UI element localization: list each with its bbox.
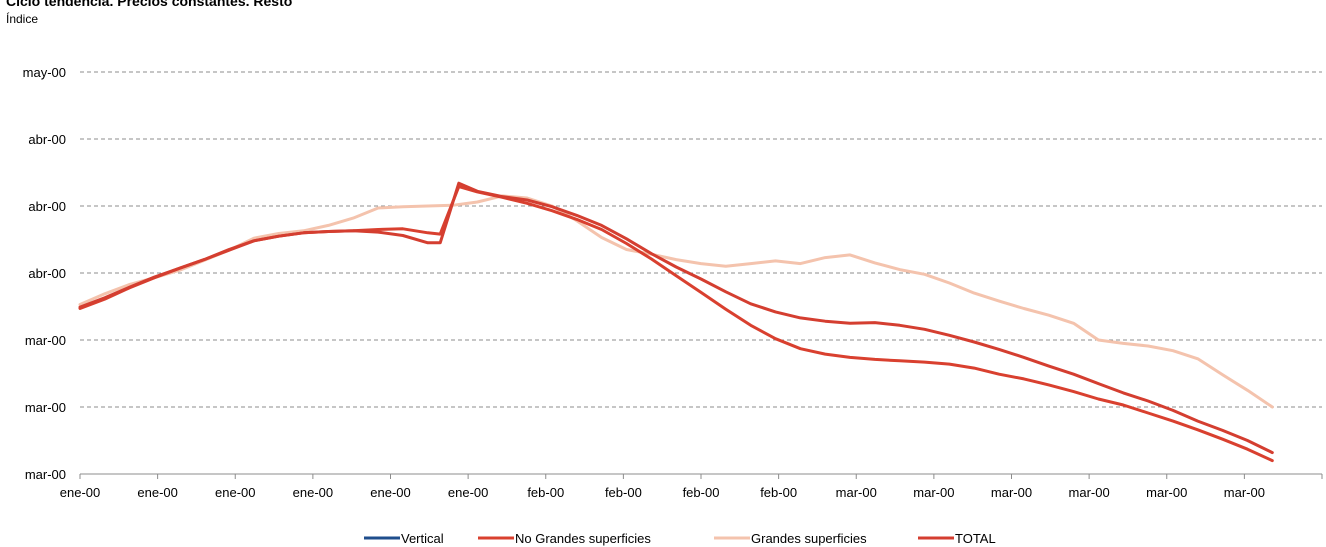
x-tick-label: ene-00	[448, 485, 488, 500]
y-tick-label: mar-00	[25, 400, 66, 415]
legend-label-no-grandes-superficies: No Grandes superficies	[515, 531, 651, 546]
x-tick-label: ene-00	[293, 485, 333, 500]
x-axis-ticks: ene-00 ene-00 ene-00 ene-00 ene-00 ene-00 feb-…	[60, 485, 1265, 500]
chart-title: Ciclo tendencia. Precios constantes. Res…	[6, 0, 293, 9]
x-tick-label: mar-00	[1146, 485, 1187, 500]
legend-label-grandes-superficies: Grandes superficies	[751, 531, 867, 546]
y-tick-label: abr-00	[28, 199, 66, 214]
series-line-total	[78, 181, 1274, 455]
y-axis-ticks: mar-00 mar-00 mar-00 abr-00 abr-00 abr-00 may-…	[23, 65, 66, 482]
x-tick-label: feb-00	[527, 485, 564, 500]
series-lines	[78, 181, 1274, 463]
series-line-no-grandes-superficies	[78, 185, 1274, 463]
x-tick-label: ene-00	[215, 485, 255, 500]
chart-subtitle: Índice	[6, 12, 39, 26]
series-line-grandes-superficies	[78, 194, 1274, 409]
y-tick-label: may-00	[23, 65, 66, 80]
y-tick-label: mar-00	[25, 333, 66, 348]
y-tick-label: abr-00	[28, 266, 66, 281]
x-tick-label: feb-00	[683, 485, 720, 500]
x-tick-label: mar-00	[836, 485, 877, 500]
x-tick-label: ene-00	[60, 485, 100, 500]
grid-lines	[80, 71, 1322, 408]
y-tick-label: mar-00	[25, 467, 66, 482]
legend-label-vertical: Vertical	[401, 531, 444, 546]
x-tick-label: mar-00	[991, 485, 1032, 500]
y-tick-label: abr-00	[28, 132, 66, 147]
x-tick-label: mar-00	[1069, 485, 1110, 500]
x-tick-label: ene-00	[370, 485, 410, 500]
x-tick-label: ene-00	[137, 485, 177, 500]
x-tick-label: feb-00	[760, 485, 797, 500]
x-tick-label: mar-00	[913, 485, 954, 500]
legend: Vertical No Grandes superficies Grandes su…	[364, 531, 996, 546]
axes	[79, 473, 1323, 479]
x-tick-label: mar-00	[1224, 485, 1265, 500]
x-tick-label: feb-00	[605, 485, 642, 500]
legend-label-total: TOTAL	[955, 531, 996, 546]
